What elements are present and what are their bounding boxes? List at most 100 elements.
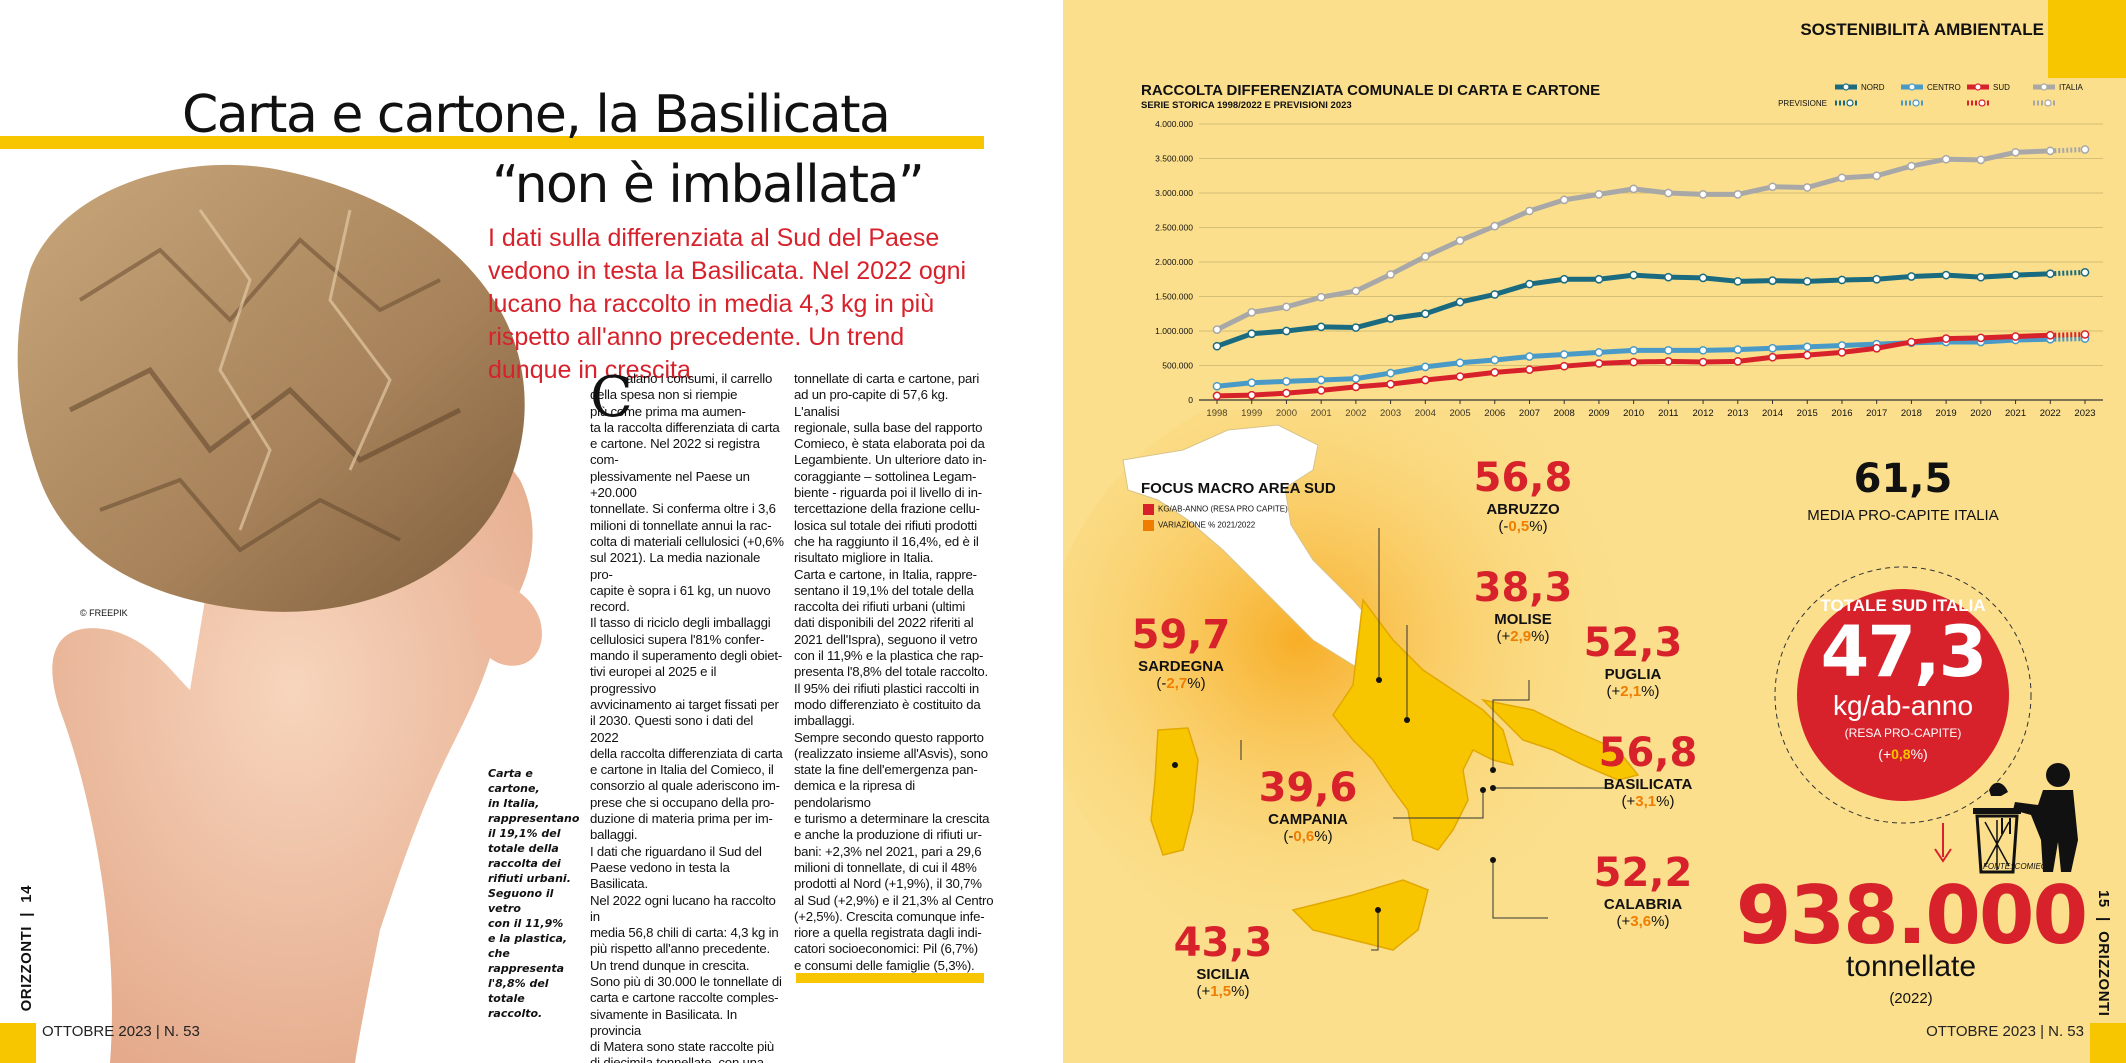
- region-campania: 39,6 CAMPANIA (-0,6%): [1258, 765, 1358, 845]
- data-point-centro: [1212, 381, 1222, 391]
- data-point-italia: [1594, 190, 1604, 199]
- data-point-nord: [1837, 275, 1847, 285]
- chart-subtitle: SERIE STORICA 1998/2022 E PREVISIONI 202…: [1141, 100, 1352, 111]
- south-total-delta: (+0,8%): [1878, 746, 1928, 762]
- data-point-italia: [1525, 206, 1534, 216]
- data-point-centro: [1525, 352, 1534, 361]
- data-point-italia: [1212, 325, 1222, 334]
- data-point-centro: [1733, 345, 1743, 354]
- data-point-centro: [1247, 378, 1257, 388]
- data-point-centro: [1629, 345, 1638, 355]
- tonnes-value: 938.000: [1735, 869, 2088, 962]
- data-point-sud: [1872, 343, 1882, 353]
- data-point-sud: [1629, 357, 1638, 367]
- data-point-centro: [1698, 345, 1708, 355]
- data-point-nord: [1212, 341, 1222, 351]
- data-point-italia: [1351, 286, 1361, 296]
- region-abruzzo: 56,8 ABRUZZO (-0,5%): [1473, 455, 1573, 535]
- person-trash-bin-icon: [1973, 763, 2078, 874]
- line-chart: RACCOLTA DIFFERENZIATA COMUNALE DI CARTA…: [1141, 82, 2103, 419]
- x-tick-label: 2012: [1693, 408, 1714, 419]
- y-tick-label: 2.000.000: [1155, 257, 1193, 267]
- section-vertical-label: ORIZZONTI | 14: [18, 885, 35, 1012]
- data-point-sud: [1386, 379, 1395, 389]
- y-tick-label: 3.500.000: [1155, 154, 1193, 164]
- data-point-nord: [1455, 297, 1465, 307]
- source-note: FONTE: COMIECO: [1983, 862, 2053, 871]
- data-point-italia: [1664, 188, 1673, 198]
- series-line-italia: [1215, 148, 2051, 332]
- data-point-sud: [1247, 390, 1257, 400]
- data-point-nord: [1420, 309, 1430, 319]
- data-point-centro: [1594, 348, 1604, 357]
- x-tick-label: 2019: [1936, 408, 1957, 419]
- series-forecast-centro: [2050, 336, 2086, 342]
- data-point-italia: [1837, 173, 1847, 183]
- y-tick-label: 500.000: [1162, 361, 1193, 371]
- legend-label: CENTRO: [1927, 83, 1961, 92]
- legend-marker: [1842, 83, 1850, 91]
- y-tick-label: 1.000.000: [1155, 326, 1193, 336]
- data-point-italia: [1698, 190, 1708, 199]
- data-point-nord: [1733, 276, 1743, 286]
- legend-label: SUD: [1993, 83, 2010, 92]
- focus-legend-item: VARIAZIONE % 2021/2022: [1143, 520, 1255, 531]
- data-point-sud: [1282, 388, 1291, 398]
- data-point-italia: [1490, 221, 1500, 231]
- south-total-value: 47,3: [1820, 611, 1988, 693]
- y-tick-label: 3.000.000: [1155, 188, 1193, 198]
- data-point-sud: [1698, 357, 1708, 367]
- data-point-centro: [1837, 341, 1847, 350]
- data-point-italia: [1733, 190, 1743, 199]
- y-tick-label: 0: [1188, 395, 1193, 405]
- region-connectors: [1172, 528, 1611, 951]
- region-puglia: 52,3 PUGLIA (+2,1%): [1583, 620, 1683, 700]
- data-point-sud: [1212, 391, 1222, 401]
- data-point-italia: [1559, 195, 1569, 205]
- data-point-sud: [1802, 350, 1812, 360]
- data-point-sud: [1559, 361, 1569, 371]
- italy-map: [1063, 410, 1683, 970]
- data-point-centro: [1490, 355, 1500, 365]
- south-total-graphic: [1774, 566, 2032, 863]
- corner-block: [2090, 1023, 2126, 1063]
- data-point-nord: [1559, 274, 1569, 284]
- corner-block: [0, 1023, 36, 1063]
- left-page: Carta e cartone, la Basilicata “non è im…: [0, 85, 994, 1063]
- data-point-italia: [1247, 308, 1257, 317]
- x-tick-label: 2007: [1519, 408, 1540, 419]
- data-point-sud: [1525, 365, 1534, 374]
- data-point-nord: [1316, 322, 1326, 332]
- region-sicilia: 43,3 SICILIA (+1,5%): [1173, 920, 1273, 1000]
- data-point-centro: [1386, 368, 1395, 378]
- y-tick-label: 2.500.000: [1155, 223, 1193, 233]
- data-point-centro: [1559, 350, 1569, 359]
- data-point-italia: [2080, 145, 2090, 154]
- legend-forecast-marker: [1978, 99, 1986, 107]
- data-point-centro: [1282, 377, 1291, 386]
- data-point-nord: [1802, 276, 1812, 286]
- tonnes-unit: tonnellate: [1845, 950, 1977, 983]
- data-point-centro: [1420, 362, 1430, 372]
- region-molise: 38,3 MOLISE (+2,9%): [1473, 565, 1573, 645]
- legend-marker: [2040, 83, 2048, 91]
- data-point-nord: [1976, 272, 1986, 282]
- data-point-nord: [1698, 273, 1708, 283]
- data-point-nord: [1629, 270, 1638, 280]
- x-tick-label: 2015: [1797, 408, 1818, 419]
- data-point-sud: [1733, 357, 1743, 366]
- data-point-centro: [1316, 375, 1326, 385]
- data-point-sud: [1455, 372, 1465, 381]
- data-point-nord: [1664, 272, 1673, 282]
- data-point-italia: [1386, 270, 1395, 279]
- x-tick-label: 2016: [1831, 408, 1852, 419]
- right-page: SOSTENIBILITÀ AMBIENTALE RACCOLTA DIFFER…: [1063, 0, 2126, 1063]
- article-title-line1: Carta e cartone, la Basilicata: [182, 85, 891, 145]
- article-column-2: tonnellate di carta e cartone, pari ad u…: [794, 371, 994, 973]
- legend-label: NORD: [1861, 83, 1885, 92]
- data-point-italia: [1282, 302, 1291, 312]
- article-lead: I dati sulla differenziata al Sud del Pa…: [488, 224, 967, 384]
- x-tick-label: 2022: [2040, 408, 2061, 419]
- data-point-sud: [2080, 330, 2090, 339]
- data-point-sud: [1594, 359, 1604, 368]
